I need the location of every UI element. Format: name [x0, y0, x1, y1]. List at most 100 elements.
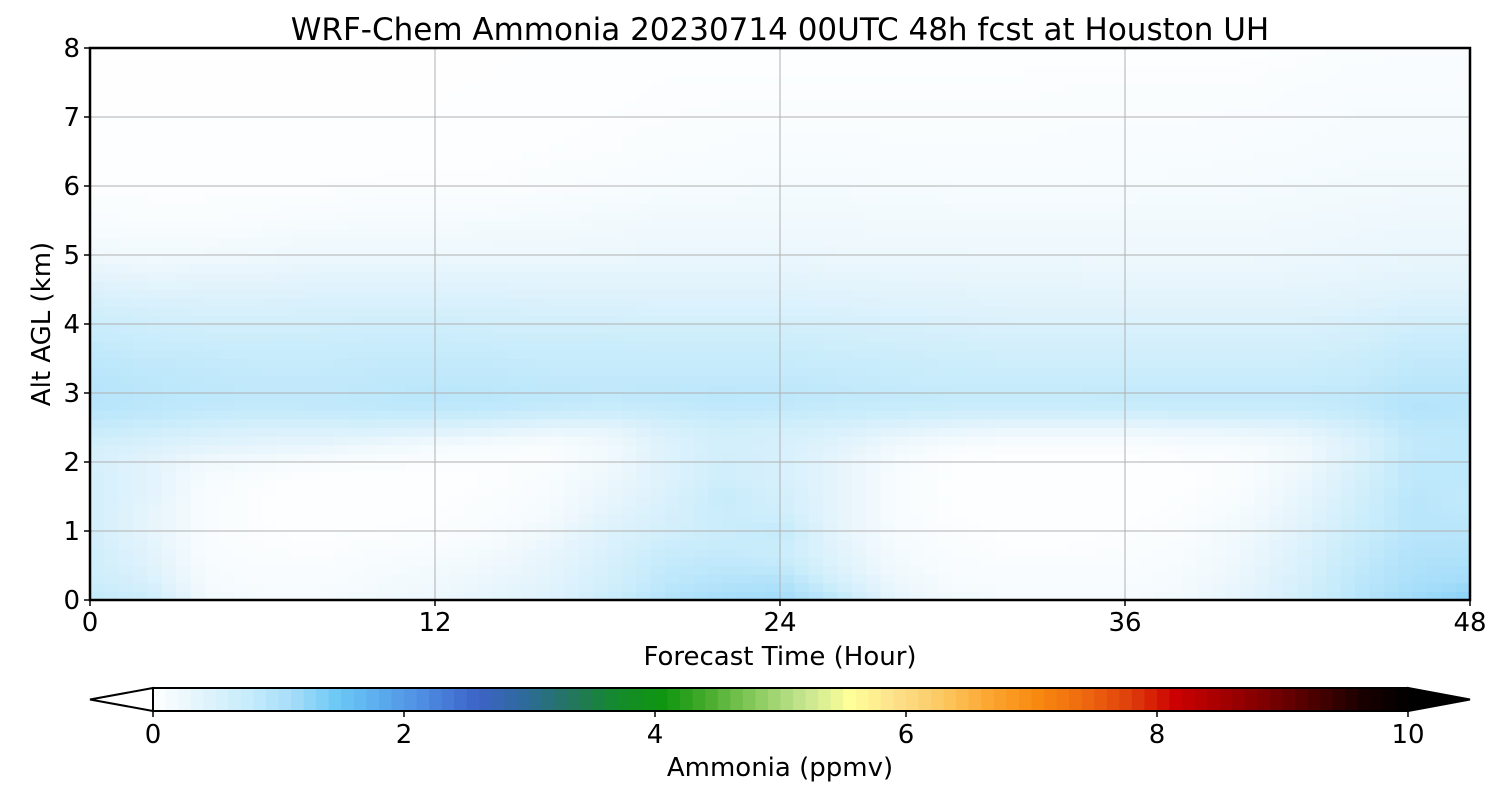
heatmap-cell [276, 487, 292, 498]
heatmap-cell [1383, 255, 1399, 265]
heatmap-cell [1168, 505, 1184, 515]
heatmap-cell [880, 505, 896, 515]
heatmap-cell [679, 582, 695, 592]
heatmap-cell [118, 203, 134, 213]
heatmap-cell [320, 444, 335, 454]
heatmap-cell [1268, 186, 1284, 196]
heatmap-cell [1283, 341, 1299, 351]
heatmap-cell [377, 393, 393, 403]
heatmap-cell [420, 393, 436, 403]
heatmap-cell [1010, 280, 1025, 291]
heatmap-cell [1369, 393, 1385, 403]
heatmap-cell [478, 418, 494, 429]
heatmap-cell [1355, 453, 1370, 463]
heatmap-cell [262, 298, 278, 308]
heatmap-cell [521, 203, 537, 213]
heatmap-cell [363, 237, 379, 247]
heatmap-cell [420, 289, 436, 299]
heatmap-cell [363, 298, 379, 308]
heatmap-cell [880, 237, 896, 247]
heatmap-cell [305, 367, 321, 377]
heatmap-cell [1426, 315, 1442, 325]
heatmap-cell [161, 246, 177, 256]
heatmap-cell [837, 496, 853, 506]
heatmap-cell [1441, 462, 1457, 472]
heatmap-cell [90, 487, 105, 498]
heatmap-cell [1283, 151, 1299, 161]
heatmap-cell [435, 393, 450, 403]
heatmap-cell [1211, 548, 1227, 558]
heatmap-cell [679, 513, 695, 523]
heatmap-cell [176, 591, 192, 601]
heatmap-cell [1110, 470, 1126, 480]
heatmap-cell [578, 496, 594, 506]
heatmap-cell [90, 220, 105, 230]
heatmap-cell [478, 487, 494, 498]
heatmap-cell [291, 341, 307, 351]
heatmap-cell [794, 289, 810, 299]
heatmap-cell [1153, 289, 1169, 299]
heatmap-cell [1153, 229, 1169, 239]
heatmap-cell [1240, 151, 1255, 161]
heatmap-cell [1398, 565, 1414, 575]
heatmap-cell [1441, 522, 1457, 532]
heatmap-cell [1412, 393, 1428, 403]
heatmap-cell [665, 280, 680, 291]
heatmap-cell [1355, 220, 1370, 230]
heatmap-cell [233, 436, 249, 446]
heatmap-cell [435, 513, 450, 523]
heatmap-cell [1211, 349, 1227, 360]
heatmap-cell [535, 289, 551, 299]
heatmap-cell [1398, 375, 1414, 385]
heatmap-cell [837, 565, 853, 575]
heatmap-cell [118, 211, 134, 222]
heatmap-cell [1024, 531, 1040, 541]
heatmap-cell [607, 272, 623, 282]
heatmap-cell [492, 280, 508, 291]
heatmap-cell [550, 513, 565, 523]
heatmap-cell [1211, 453, 1227, 463]
heatmap-cell [1369, 203, 1385, 213]
heatmap-cell [276, 401, 292, 411]
heatmap-cell [1254, 151, 1270, 161]
heatmap-cell [478, 393, 494, 403]
heatmap-cell [1225, 280, 1241, 291]
heatmap-cell [1211, 384, 1227, 394]
heatmap-cell [564, 565, 580, 575]
heatmap-cell [1024, 341, 1040, 351]
heatmap-cell [276, 410, 292, 420]
heatmap-cell [621, 229, 637, 239]
heatmap-cell [938, 263, 954, 273]
heatmap-cell [133, 574, 149, 584]
heatmap-cell [420, 220, 436, 230]
heatmap-cell [1455, 160, 1471, 170]
heatmap-cell [348, 427, 364, 437]
heatmap-cell [521, 194, 537, 204]
heatmap-cell [1268, 418, 1284, 429]
heatmap-cell [981, 591, 997, 601]
heatmap-cell [564, 315, 580, 325]
heatmap-cell [1053, 574, 1069, 584]
heatmap-cell [650, 211, 666, 222]
heatmap-cell [851, 211, 867, 222]
heatmap-cell [1168, 246, 1184, 256]
heatmap-cell [895, 556, 910, 567]
heatmap-cell [808, 462, 824, 472]
heatmap-cell [535, 462, 551, 472]
heatmap-cell [966, 436, 982, 446]
heatmap-cell [1441, 496, 1457, 506]
heatmap-cell [391, 505, 407, 515]
heatmap-cell [808, 237, 824, 247]
heatmap-cell [1340, 203, 1356, 213]
heatmap-cell [305, 332, 321, 342]
heatmap-cell [1355, 211, 1370, 222]
heatmap-cell [866, 591, 882, 601]
heatmap-cell [995, 574, 1011, 584]
heatmap-cell [133, 505, 149, 515]
heatmap-cell [276, 349, 292, 360]
heatmap-cell [1182, 393, 1198, 403]
heatmap-cell [650, 324, 666, 334]
heatmap-cell [1053, 410, 1069, 420]
heatmap-cell [981, 220, 997, 230]
heatmap-cell [1182, 436, 1198, 446]
